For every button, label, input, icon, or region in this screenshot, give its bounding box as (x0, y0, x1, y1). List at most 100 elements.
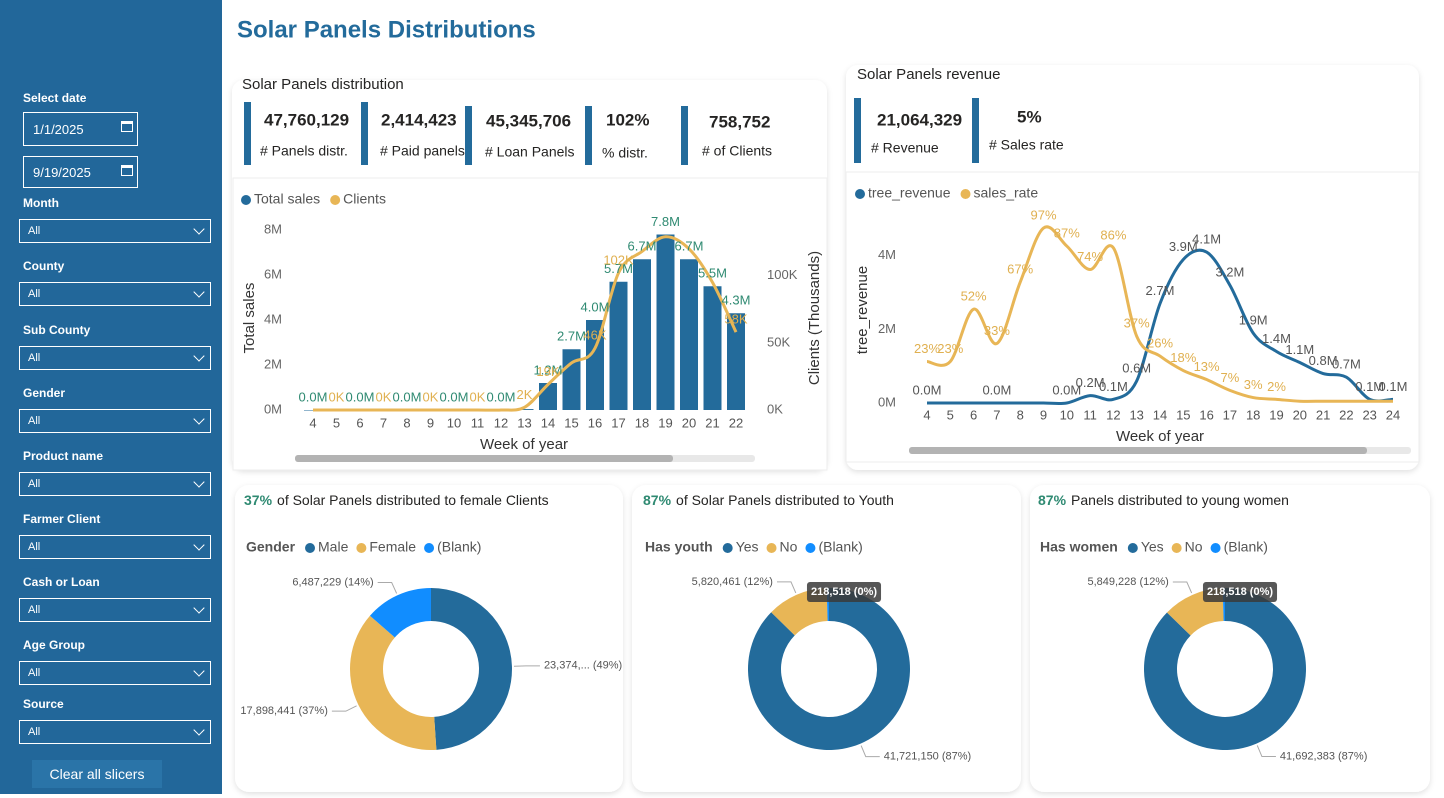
data-label: 0.8M (1309, 353, 1338, 368)
scroll-thumb[interactable] (295, 455, 673, 462)
legend-marker (305, 543, 316, 553)
legend-marker (766, 543, 777, 553)
legend-marker (722, 543, 733, 553)
x-tick-label: 19 (1269, 407, 1283, 422)
data-label: 0.0M (440, 389, 469, 404)
x-tick-label: 11 (1083, 407, 1097, 422)
x-tick-label: 9 (1040, 407, 1047, 422)
date-start-text: 1/1/2025 (33, 121, 84, 137)
bar (633, 259, 651, 410)
legend-label: Yes (736, 539, 759, 555)
data-label: 37% (1124, 316, 1150, 331)
data-label: 0.0M (487, 389, 516, 404)
date-start[interactable]: 1/1/2025 (23, 112, 138, 146)
leader-line (377, 582, 398, 594)
slicer-label: Gender (23, 386, 66, 400)
data-label: 0.2M (1076, 375, 1105, 390)
data-label: 3% (1244, 377, 1263, 392)
kpi-accent (244, 102, 251, 165)
dropdown[interactable]: All (19, 346, 211, 370)
data-label: 86% (1100, 227, 1126, 242)
data-label: 218,518 (0%) (1207, 586, 1273, 598)
legend-marker (960, 189, 971, 199)
data-label: 0.0M (913, 382, 942, 397)
kpi-value: 2,414,423 (381, 110, 457, 129)
x-tick-label: 6 (970, 407, 977, 422)
x-tick-label: 19 (658, 415, 672, 430)
dropdown[interactable]: All (19, 598, 211, 622)
data-label: 0.1M (1099, 379, 1128, 394)
data-label: 41,692,383 (87%) (1280, 750, 1367, 762)
dropdown[interactable]: All (19, 219, 211, 243)
x-tick-label: 10 (1060, 407, 1074, 422)
legend-marker (241, 195, 251, 205)
dropdown[interactable]: All (19, 535, 211, 559)
x-tick-label: 20 (1293, 407, 1307, 422)
x-axis-title: Week of year (480, 436, 568, 453)
line (926, 225, 1393, 403)
donut-slice (431, 588, 512, 750)
data-label: 0.0M (982, 382, 1011, 397)
data-label: 1.9M (1239, 313, 1268, 328)
dropdown[interactable]: All (19, 661, 211, 685)
x-tick-label: 4 (923, 407, 930, 422)
leader-line (776, 581, 797, 594)
legend-marker (1210, 543, 1221, 553)
y2-tick-label: 50K (767, 334, 790, 349)
slicer-label: Month (23, 196, 59, 210)
dropdown[interactable]: All (19, 409, 211, 433)
data-label: 3.9M (1169, 239, 1198, 254)
legend-marker (424, 543, 435, 553)
title-stat: 87% (643, 492, 672, 508)
dropdown-value: All (28, 541, 41, 553)
date-end[interactable]: 9/19/2025 (23, 156, 138, 188)
kpi-value: 758,752 (709, 112, 770, 131)
dropdown-value: All (28, 415, 41, 427)
x-tick-label: 15 (1176, 407, 1190, 422)
slicer-label: Age Group (23, 638, 85, 652)
data-label: 3.2M (1215, 265, 1244, 280)
kpi-accent (681, 106, 688, 165)
y-tick-label: 8M (264, 221, 282, 236)
date-label: Select date (23, 91, 87, 105)
leader-line (331, 705, 357, 712)
legend-label: No (780, 539, 798, 555)
dropdown[interactable]: All (19, 472, 211, 496)
data-label: 0.0M (393, 389, 422, 404)
slicer-panel: Select date 1/1/2025 9/19/2025 Month All C… (0, 0, 222, 794)
kpi-label: # Loan Panels (485, 144, 575, 160)
x-tick-label: 22 (1339, 407, 1353, 422)
y2-tick-label: 0K (767, 401, 783, 416)
x-tick-label: 8 (403, 415, 410, 430)
data-label: 7% (1221, 370, 1240, 385)
x-tick-label: 14 (541, 415, 555, 430)
x-tick-label: 10 (447, 415, 461, 430)
legend-marker (1171, 543, 1182, 553)
legend-label: sales_rate (974, 185, 1039, 201)
legend-label: tree_revenue (868, 185, 951, 201)
clear-button[interactable]: Clear all slicers (32, 760, 162, 788)
kpi-label: # Sales rate (989, 137, 1064, 153)
chart-title: 87% Panels distributed to young women (1038, 492, 1289, 508)
scroll-thumb[interactable] (909, 447, 1367, 454)
slicer-label: Farmer Client (23, 512, 101, 526)
bar (656, 234, 675, 410)
slicer-label: Sub County (23, 323, 91, 337)
data-label: 2.7M (557, 329, 586, 344)
x-tick-label: 14 (1153, 407, 1167, 422)
dropdown[interactable]: All (19, 282, 211, 306)
bar (539, 383, 557, 410)
data-label: 4.1M (1192, 232, 1221, 247)
title-text: of Solar Panels distributed to Youth (676, 492, 894, 508)
data-label: 0K (423, 389, 439, 404)
data-label: 19K (536, 364, 559, 379)
slicer-label: Product name (23, 449, 104, 463)
legend-label: Male (318, 539, 349, 555)
y-axis-title: Total sales (241, 283, 258, 354)
dropdown[interactable]: All (19, 720, 211, 744)
data-label: 7.8M (651, 214, 680, 229)
data-label: 5,849,228 (12%) (1087, 576, 1168, 588)
x-tick-label: 23 (1362, 407, 1376, 422)
